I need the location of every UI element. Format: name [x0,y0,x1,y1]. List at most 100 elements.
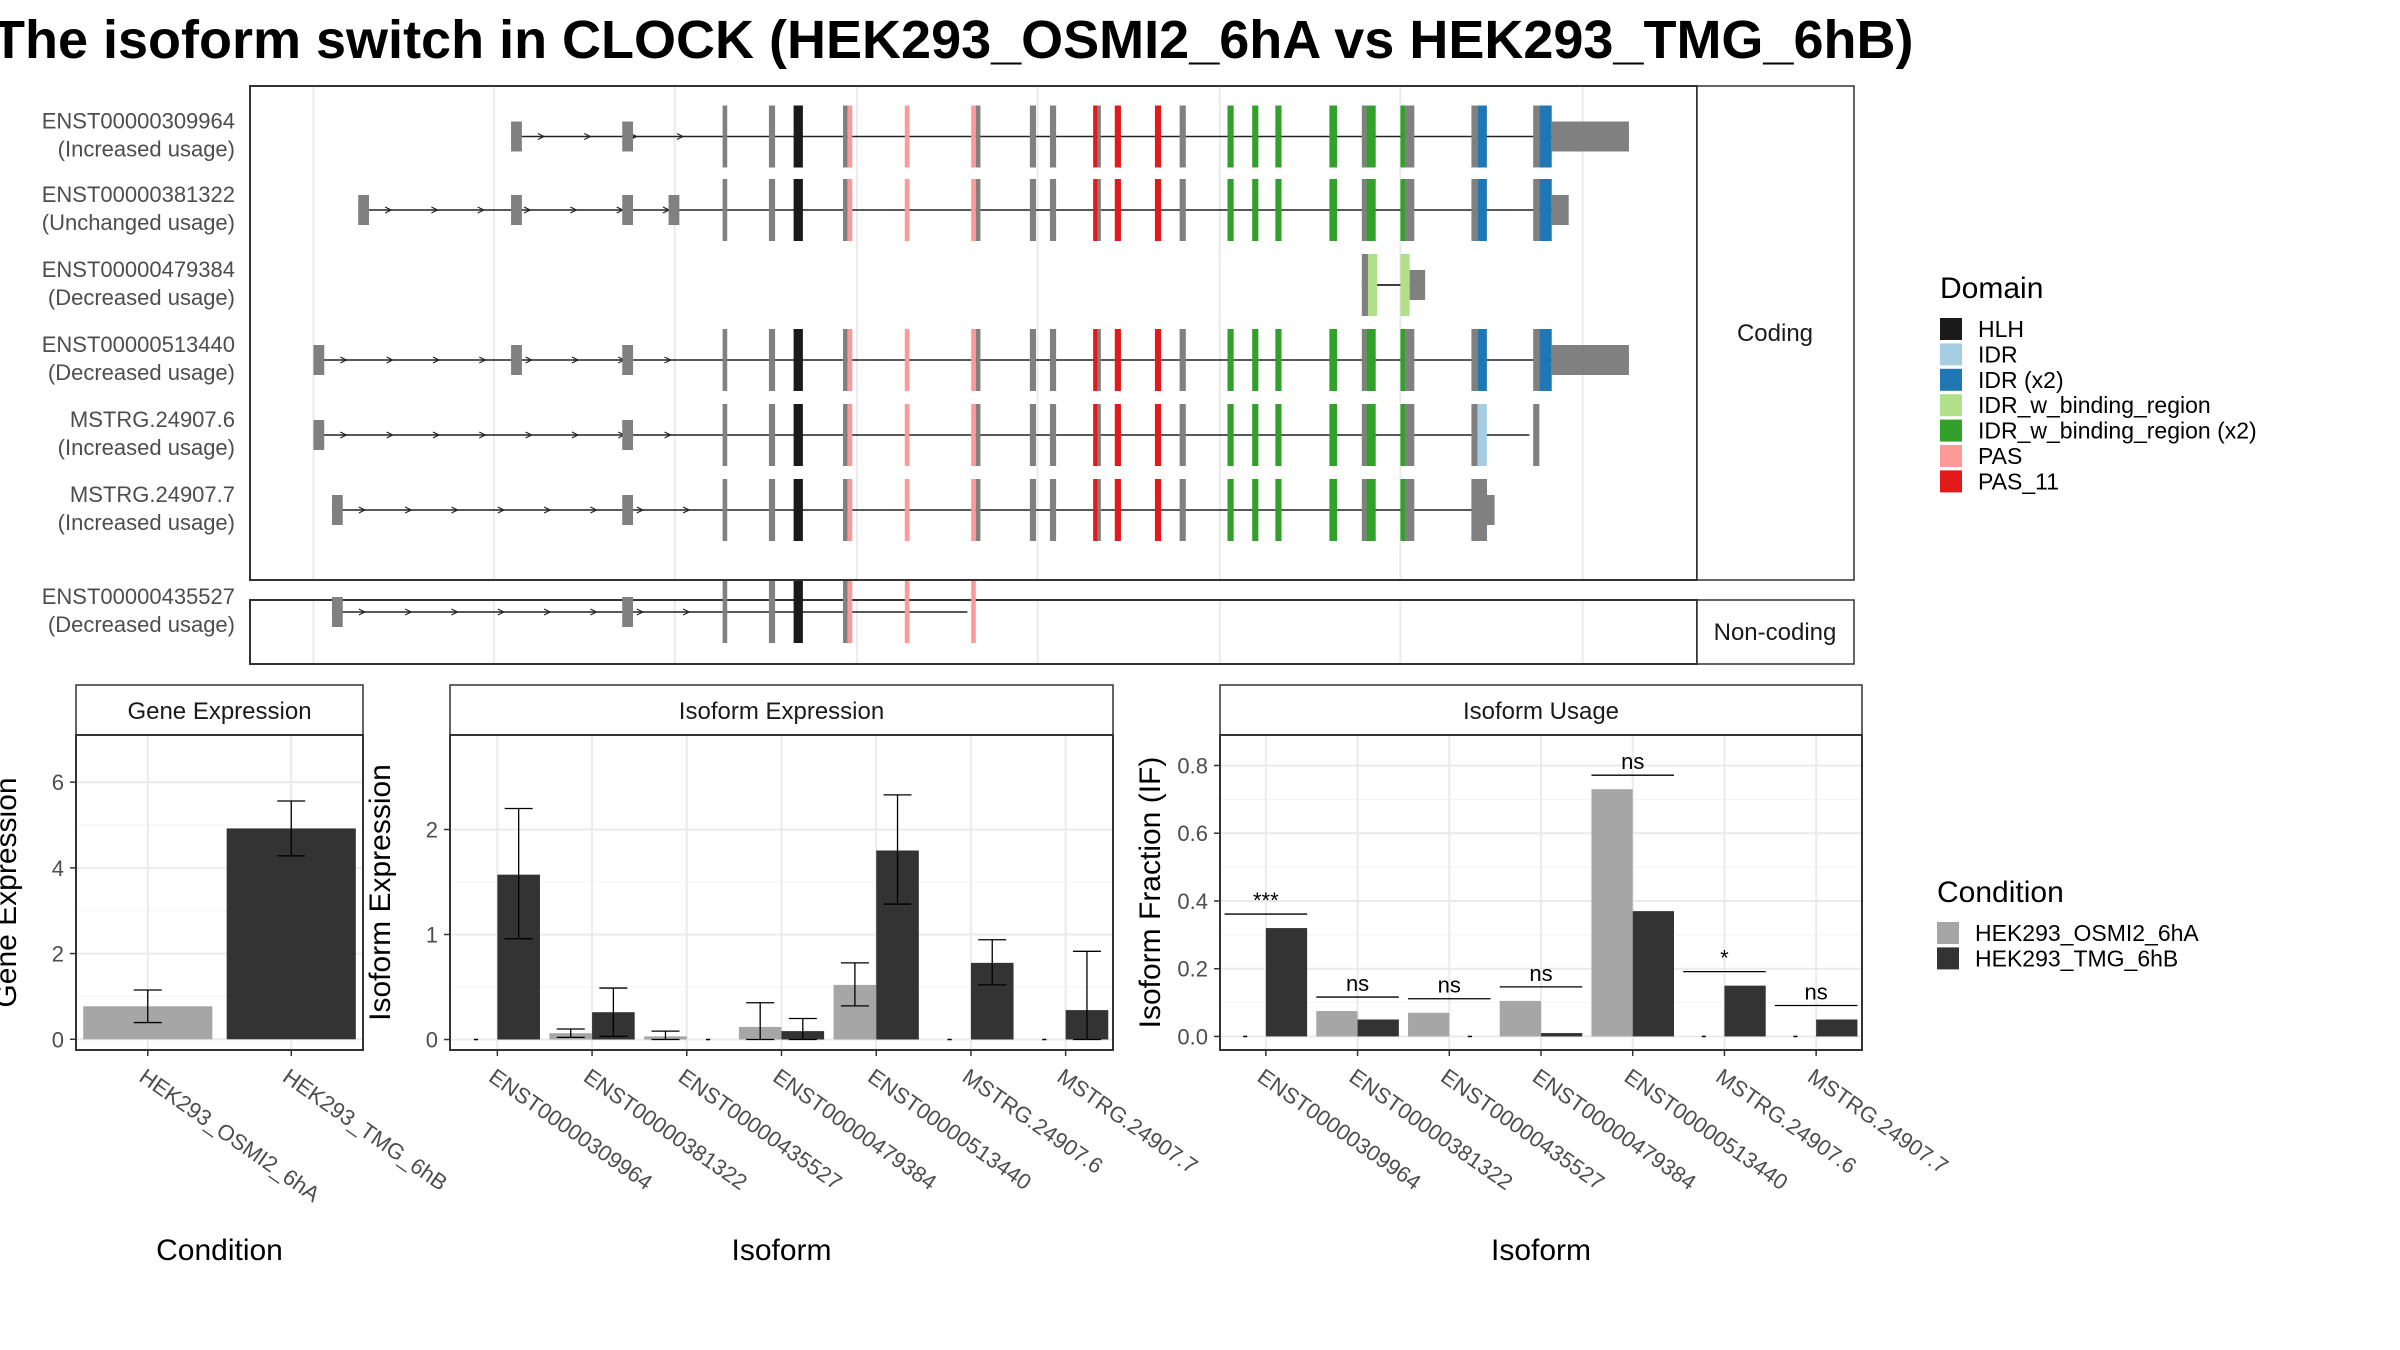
domain-pas [904,404,910,466]
domain-pas [904,581,910,643]
domain-pas-11 [1154,179,1162,241]
domain-idr-w-binding-region-x2- [1400,329,1406,391]
utr-exon [668,195,680,225]
intron-arrow [571,431,580,439]
exon-unannotated [975,404,981,466]
exon-unannotated [1405,404,1415,466]
exon-unannotated [1405,105,1415,168]
domain-legend-label: HLH [1978,316,2024,342]
panel-border [75,734,364,1051]
domain-idr-x2- [1477,179,1487,241]
domain-legend-label: PAS_11 [1978,468,2059,494]
exon-unannotated [843,479,848,541]
y-tick-label: 1 [426,923,438,948]
intron-arrow [590,608,598,616]
domain-idr-w-binding-region-x2- [1400,404,1406,466]
bar [1816,1019,1858,1037]
exon-unannotated [722,581,728,643]
utr-exon [1551,195,1569,225]
domain-legend-key [1940,470,1962,493]
domain-idr-w-binding-region-x2- [1400,479,1406,541]
intron-arrow [386,431,394,439]
exon-unannotated [1361,179,1367,241]
bar [1632,911,1674,1037]
domain-pas-11 [1114,179,1121,241]
exon-unannotated [1097,329,1101,391]
domain-pas [971,581,976,643]
strip-coding [1696,85,1855,581]
domain-pas [847,404,853,466]
panel-border [1219,734,1863,1051]
panel-title: Isoform Usage [1463,698,1619,725]
domain-hlh [793,404,803,466]
domain-idr-w-binding-region-x2- [1329,179,1338,241]
intron-arrow [340,431,348,439]
intron-arrow [525,356,533,364]
utr-exon [358,195,370,225]
condition-legend-key [1937,947,1959,970]
domain-idr-x2- [1477,329,1487,391]
domain-pas [971,404,976,466]
domain-hlh [793,105,803,168]
intron-arrow [543,506,552,514]
transcript-id-label: MSTRG.24907.7 [70,482,235,507]
domain-pas [847,329,853,391]
exon-unannotated [843,581,848,643]
intron-arrow [590,506,598,514]
utr-exon [313,420,325,450]
intron-arrow [340,356,348,364]
domain-idr-x2- [1539,329,1552,391]
exon-unannotated [975,479,981,541]
domain-idr-w-binding-region-x2- [1275,479,1282,541]
intron-arrow [479,431,487,439]
y-tick-label: 0.8 [1177,753,1208,778]
domain-legend-key [1940,419,1962,442]
bar [1541,1033,1583,1037]
exon-unannotated [1471,105,1478,168]
condition-legend-label: HEK293_OSMI2_6hA [1975,920,2199,946]
transcript-id-label: ENST00000381322 [42,182,235,207]
utr-exon [622,195,634,225]
panel-title: Isoform Expression [679,698,884,725]
transcript-usage-label: (Increased usage) [58,137,235,162]
domain-idr-w-binding-region-x2- [1252,404,1259,466]
domain-legend-key [1940,445,1962,467]
domain-hlh [793,479,803,541]
y-axis-title: Isoform Expression [364,764,397,1021]
domain-idr-w-binding-region-x2- [1227,179,1234,241]
domain-pas [847,581,853,643]
utr-exon [1409,270,1426,300]
domain-idr-w-binding-region-x2- [1252,179,1259,241]
domain-pas [847,105,853,168]
strip-label: Non-coding [1714,619,1837,646]
domain-idr-w-binding-region-x2- [1366,329,1376,391]
bar [1591,789,1633,1037]
intron-arrow [543,608,552,616]
exon-unannotated [1049,329,1057,391]
x-tick-label: ENST00000479384 [769,1064,942,1195]
domain-idr-w-binding-region-x2- [1275,179,1282,241]
x-tick-label: ENST00000513440 [863,1064,1036,1195]
intron-arrow [571,356,580,364]
domain-pas-11 [1114,479,1121,541]
domain-pas-11 [1093,479,1098,541]
y-tick-label: 0.0 [1177,1024,1208,1049]
bar [1408,1012,1450,1037]
utr-exon [331,597,343,627]
transcript-usage-label: (Decreased usage) [48,285,235,310]
exon-unannotated [1361,404,1367,466]
intron-arrow [431,206,439,214]
y-tick-label: 6 [52,770,64,795]
exon-unannotated [768,105,776,168]
exon-unannotated [1179,105,1186,168]
isoform-expression-panel: Isoform Expression012ENST00000309964ENST… [364,684,1202,1267]
exon-unannotated [843,329,848,391]
bar [1724,985,1766,1037]
transcript-usage-label: (Decreased usage) [48,360,235,385]
exon-unannotated [1029,404,1037,466]
utr-exon [511,121,522,152]
exon-unannotated [1179,179,1186,241]
exon-unannotated [1097,479,1101,541]
domain-idr-w-binding-region-x2- [1275,105,1282,168]
